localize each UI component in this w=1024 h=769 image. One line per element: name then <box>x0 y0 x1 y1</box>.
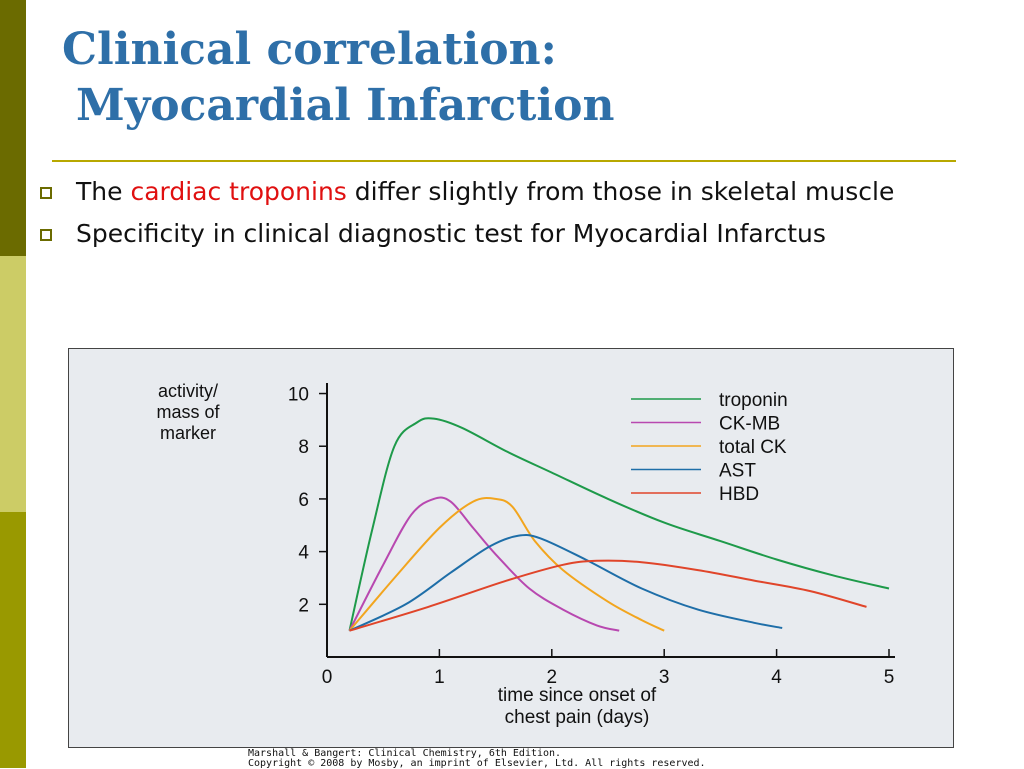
x-tick-label: 1 <box>434 667 445 688</box>
legend-label: AST <box>719 461 756 482</box>
y-axis-label-line: mass of <box>156 402 220 422</box>
x-tick-label: 4 <box>771 667 782 688</box>
bullet-text: Specificity in clinical diagnostic test … <box>76 219 826 248</box>
slide-title-line1: Clinical correlation: <box>62 24 557 75</box>
series-line-ast <box>349 534 783 632</box>
bullet-square-icon <box>40 187 52 199</box>
x-tick-label: 0 <box>322 667 333 688</box>
slide-title: Clinical correlation: Myocardial Infarct… <box>62 22 962 134</box>
bullet-highlight: cardiac troponins <box>130 177 347 206</box>
bullet-square-icon <box>40 229 52 241</box>
bullet-text-post: differ slightly from those in skeletal m… <box>346 177 895 206</box>
y-tick-label: 8 <box>298 437 309 458</box>
y-tick-label: 2 <box>298 595 309 616</box>
slide-title-line2: Myocardial Infarction <box>76 80 615 131</box>
bullet-item: Specificity in clinical diagnostic test … <box>40 216 940 252</box>
series-line-ck-mb <box>348 496 620 632</box>
chart-axes: 0 1 2 3 4 5 2 4 6 8 10 <box>288 383 895 688</box>
bullet-text-pre: The <box>76 177 131 206</box>
bullet-list: The cardiac troponins differ slightly fr… <box>40 174 940 258</box>
legend-label: troponin <box>719 390 788 411</box>
y-axis-label-line: marker <box>160 423 216 443</box>
y-axis-label-line: activity/ <box>158 381 218 401</box>
x-tick-label: 2 <box>547 667 558 688</box>
title-divider <box>52 160 956 162</box>
accent-segment-middle <box>0 256 26 512</box>
x-tick-label: 5 <box>884 667 895 688</box>
x-axis-label-line: time since onset of <box>498 685 657 706</box>
x-tick-label: 3 <box>659 667 670 688</box>
credit-line1: Marshall & Bangert: Clinical Chemistry, … <box>248 748 562 759</box>
left-accent-bar <box>0 0 26 768</box>
figure-credit: Marshall & Bangert: Clinical Chemistry, … <box>248 749 948 769</box>
series-line-troponin <box>348 417 890 631</box>
y-tick-label: 6 <box>298 490 309 511</box>
legend-label: CK-MB <box>719 414 780 435</box>
y-tick-label: 10 <box>288 385 309 406</box>
bullet-item: The cardiac troponins differ slightly fr… <box>40 174 940 210</box>
accent-segment-top <box>0 0 26 256</box>
series-line-total-ck <box>348 497 665 632</box>
legend-label: total CK <box>719 437 787 458</box>
legend-label: HBD <box>719 484 759 505</box>
chart-series <box>348 417 890 632</box>
accent-segment-bottom <box>0 512 26 768</box>
y-tick-label: 4 <box>298 543 309 564</box>
x-axis-label-line: chest pain (days) <box>505 707 650 728</box>
series-line-hbd <box>349 559 867 632</box>
credit-line2: Copyright © 2008 by Mosby, an imprint of… <box>248 758 706 769</box>
chart-figure: 0 1 2 3 4 5 2 4 6 8 10 troponin CK-MB total CK AST HBD… <box>68 348 954 748</box>
